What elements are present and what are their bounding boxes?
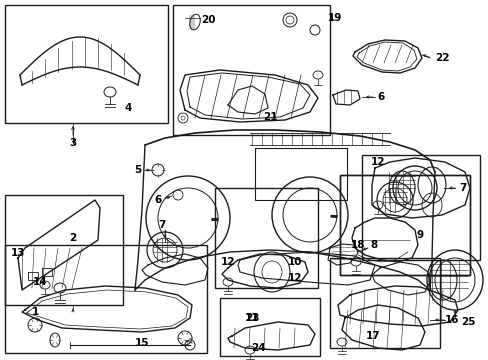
Bar	[5, 195, 123, 305]
Bar	[339, 175, 469, 275]
Bar	[361, 155, 479, 260]
Text: 6: 6	[154, 195, 162, 205]
Text: 16: 16	[444, 315, 458, 325]
Text: 20: 20	[201, 15, 215, 25]
Text: 9: 9	[416, 230, 423, 240]
Text: 10: 10	[287, 257, 302, 267]
Bar	[329, 258, 439, 348]
Text: 8: 8	[369, 240, 377, 250]
Bar	[339, 175, 469, 275]
Text: 19: 19	[327, 13, 342, 23]
Text: 12: 12	[370, 157, 385, 167]
Text: 15: 15	[135, 338, 149, 348]
Text: 22: 22	[434, 53, 448, 63]
Text: 7: 7	[158, 220, 165, 230]
Text: 24: 24	[250, 343, 265, 353]
Text: 12: 12	[220, 257, 235, 267]
Text: 12: 12	[287, 273, 302, 283]
Text: 4: 4	[124, 103, 131, 113]
Text: 1: 1	[31, 307, 39, 317]
Text: 2: 2	[69, 233, 77, 243]
Text: 11: 11	[244, 313, 259, 323]
Bar	[215, 188, 317, 288]
Bar	[5, 5, 168, 123]
Text: 25: 25	[460, 317, 474, 327]
Text: 13: 13	[11, 248, 25, 258]
Text: 17: 17	[365, 331, 380, 341]
Text: 14: 14	[33, 277, 47, 287]
Text: 18: 18	[350, 240, 365, 250]
Text: 21: 21	[262, 112, 277, 122]
Text: 5: 5	[134, 165, 142, 175]
Bar	[173, 5, 329, 135]
Bar	[254, 148, 346, 200]
Text: 7: 7	[458, 183, 466, 193]
Text: 3: 3	[69, 138, 77, 148]
Bar	[220, 298, 319, 356]
Text: 6: 6	[377, 92, 384, 102]
Text: 23: 23	[244, 313, 259, 323]
Bar	[5, 245, 206, 353]
